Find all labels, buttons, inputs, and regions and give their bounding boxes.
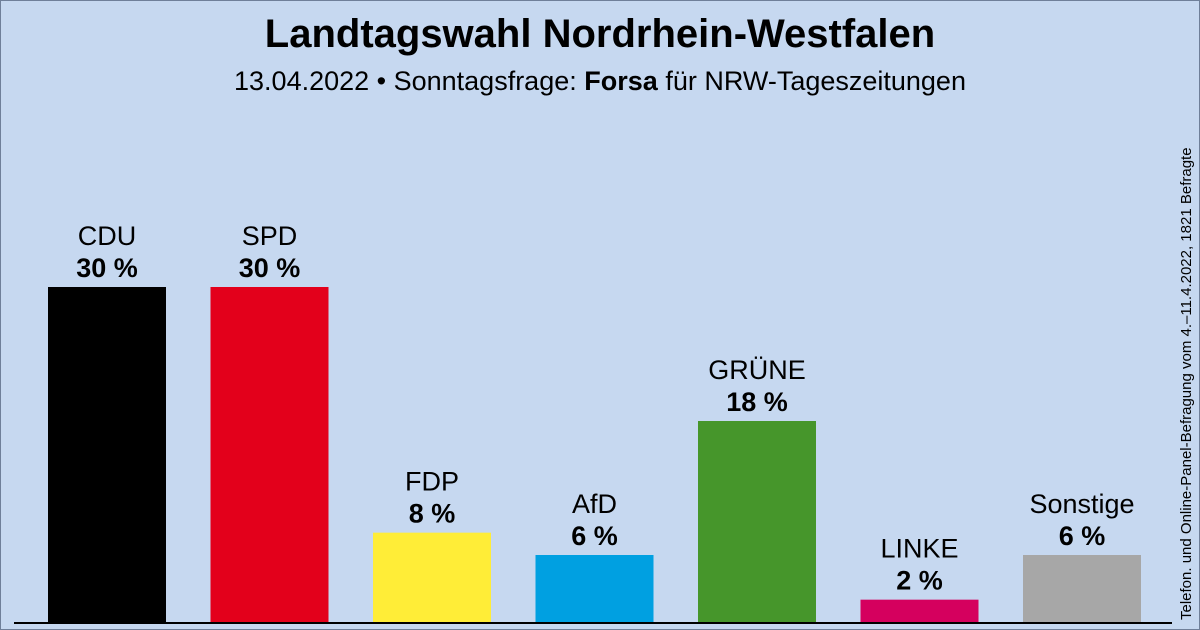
value-label-cdu: 30 % [76, 253, 138, 283]
bar-cdu [48, 287, 166, 622]
category-label-fdp: FDP [405, 467, 459, 497]
subtitle-client: für NRW-Tageszeitungen [665, 66, 966, 96]
category-label-sonstige: Sonstige [1029, 489, 1134, 519]
subtitle-institute: Forsa [584, 66, 658, 96]
value-label-sonstige: 6 % [1059, 521, 1106, 551]
value-label-spd: 30 % [239, 253, 301, 283]
bar-afd [535, 555, 654, 622]
category-label-gr-ne: GRÜNE [708, 355, 806, 385]
chart-title: Landtagswahl Nordrhein-Westfalen [264, 12, 936, 56]
category-label-cdu: CDU [78, 221, 137, 251]
value-label-gr-ne: 18 % [726, 387, 788, 417]
value-label-linke: 2 % [896, 566, 943, 596]
category-label-linke: LINKE [880, 534, 958, 564]
value-label-afd: 6 % [571, 521, 618, 551]
bar-gr-ne [698, 421, 816, 622]
bar-sonstige [1023, 555, 1141, 622]
bar-spd [210, 287, 329, 622]
category-label-spd: SPD [242, 221, 298, 251]
subtitle-date-question: 13.04.2022 • Sonntagsfrage: [234, 66, 577, 96]
value-label-fdp: 8 % [409, 499, 456, 529]
category-label-afd: AfD [572, 489, 617, 519]
chart-subtitle: 13.04.2022 • Sonntagsfrage: Forsa für NR… [0, 66, 1200, 97]
bar-linke [860, 599, 979, 622]
bar-fdp [373, 532, 491, 622]
